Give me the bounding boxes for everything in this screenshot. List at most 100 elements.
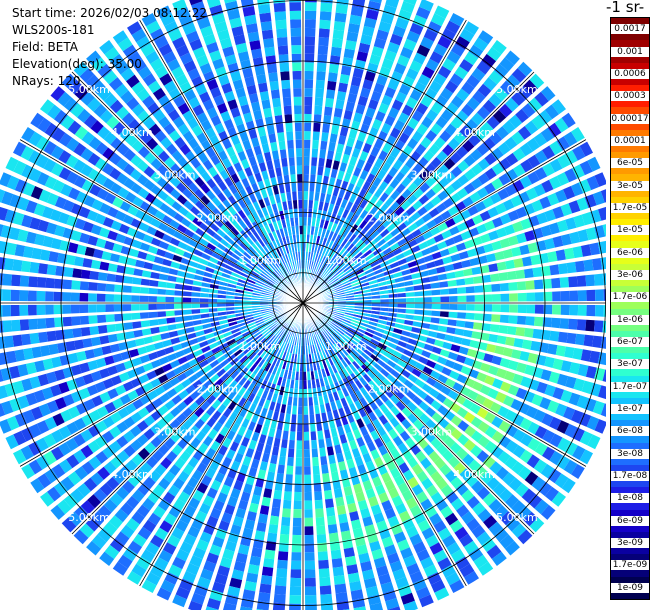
range-gate	[213, 330, 223, 337]
range-gate	[299, 371, 303, 381]
range-gate	[270, 507, 280, 517]
range-gate	[2, 305, 11, 317]
range-gate	[411, 484, 424, 496]
range-gate	[97, 505, 112, 519]
range-gate	[415, 257, 426, 265]
range-gate	[314, 491, 323, 501]
range-gate	[531, 476, 546, 491]
range-gate	[125, 403, 137, 415]
range-gate	[338, 370, 346, 380]
range-gate	[150, 171, 162, 183]
range-gate	[395, 253, 405, 261]
range-gate	[347, 502, 358, 513]
range-gate	[340, 65, 352, 76]
range-gate	[422, 230, 433, 240]
range-gate	[283, 422, 290, 432]
range-gate	[511, 523, 527, 538]
range-gate	[287, 370, 292, 380]
range-gate	[268, 232, 275, 242]
range-gate	[122, 547, 138, 562]
range-gate	[254, 240, 263, 250]
range-gate	[88, 304, 97, 313]
range-gate	[549, 158, 563, 173]
range-gate	[433, 233, 444, 243]
range-gate	[276, 473, 284, 483]
range-gate	[349, 14, 362, 26]
range-gate	[165, 289, 175, 296]
colorbar-tick-label: 3e-09	[611, 538, 649, 549]
range-gate	[587, 434, 601, 450]
range-gate	[518, 466, 532, 480]
range-gate	[277, 220, 283, 230]
range-gate	[465, 474, 479, 488]
range-gate	[75, 402, 88, 415]
range-gate	[376, 359, 386, 368]
range-gate	[199, 374, 209, 384]
range-gate	[387, 342, 397, 350]
range-gate	[449, 13, 465, 27]
range-gate	[600, 189, 606, 203]
range-gate	[376, 565, 389, 577]
range-gate	[391, 266, 401, 274]
range-gate	[339, 469, 349, 480]
range-gate	[415, 586, 431, 600]
range-gate	[405, 254, 416, 263]
range-gate	[540, 127, 555, 143]
range-gate	[341, 415, 349, 426]
range-gate	[23, 246, 34, 259]
range-gate	[175, 277, 186, 284]
range-gate	[230, 460, 241, 472]
range-gate	[478, 561, 494, 576]
range-gate	[297, 406, 303, 415]
range-gate	[145, 344, 156, 353]
range-gate	[420, 95, 433, 108]
range-gate	[209, 317, 219, 322]
range-gate	[304, 517, 314, 527]
range-gate	[318, 28, 330, 38]
range-gate	[519, 449, 533, 464]
range-gate	[286, 191, 292, 201]
range-gate	[576, 319, 587, 331]
range-gate	[589, 350, 600, 364]
range-gate	[177, 156, 189, 168]
range-gate	[332, 29, 345, 40]
range-gate	[45, 304, 54, 315]
ray-separator	[302, 11, 452, 304]
range-gate	[404, 233, 415, 243]
range-gate	[333, 243, 341, 253]
range-gate	[131, 312, 141, 320]
range-gate	[474, 465, 488, 479]
range-gate	[62, 304, 72, 314]
range-gate	[205, 127, 216, 139]
range-gate	[285, 218, 291, 228]
range-gate	[102, 147, 115, 161]
range-gate	[278, 350, 285, 359]
range-gate	[99, 261, 110, 271]
range-gate	[431, 346, 442, 355]
range-gate	[366, 272, 375, 278]
range-gate	[122, 294, 132, 302]
range-gate	[266, 333, 274, 342]
range-gate	[365, 107, 376, 118]
range-gate	[205, 266, 215, 274]
range-gate	[294, 491, 302, 501]
range-gate	[171, 150, 183, 162]
range-gate	[143, 261, 154, 270]
range-gate	[96, 304, 106, 313]
range-gate	[351, 148, 361, 159]
range-gate	[329, 463, 338, 473]
range-gate	[372, 476, 383, 488]
range-gate	[315, 183, 321, 193]
range-gate	[157, 94, 171, 108]
range-gate	[47, 486, 62, 502]
range-gate	[34, 233, 46, 246]
range-gate	[231, 253, 241, 261]
range-gate	[424, 163, 436, 175]
range-gate	[258, 198, 266, 209]
range-gate	[412, 431, 423, 443]
range-gate	[305, 595, 317, 604]
range-gate	[370, 244, 380, 252]
range-gate	[247, 372, 256, 382]
range-gate	[592, 400, 605, 415]
range-gate	[339, 324, 348, 331]
